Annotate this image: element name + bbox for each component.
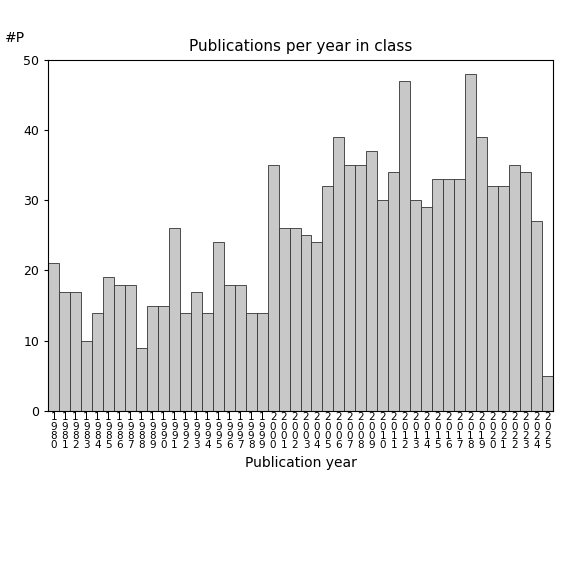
Bar: [92, 312, 103, 411]
Bar: [399, 81, 410, 411]
Bar: [147, 306, 158, 411]
Text: #P: #P: [5, 32, 26, 45]
Bar: [224, 285, 235, 411]
Bar: [202, 312, 213, 411]
Bar: [366, 151, 377, 411]
Title: Publications per year in class: Publications per year in class: [189, 39, 412, 54]
Bar: [323, 186, 333, 411]
Bar: [158, 306, 169, 411]
Bar: [114, 285, 125, 411]
Bar: [235, 285, 246, 411]
Bar: [333, 137, 344, 411]
Bar: [70, 291, 81, 411]
Bar: [311, 242, 323, 411]
Bar: [498, 186, 509, 411]
Bar: [421, 207, 432, 411]
Bar: [81, 341, 92, 411]
Bar: [487, 186, 498, 411]
Bar: [356, 165, 366, 411]
Bar: [257, 312, 268, 411]
Bar: [246, 312, 257, 411]
Bar: [290, 229, 301, 411]
Bar: [377, 200, 388, 411]
Bar: [465, 74, 476, 411]
Bar: [48, 264, 59, 411]
Bar: [432, 179, 443, 411]
Bar: [213, 242, 224, 411]
Bar: [103, 277, 114, 411]
Bar: [301, 235, 311, 411]
Bar: [443, 179, 454, 411]
Bar: [509, 165, 520, 411]
Bar: [520, 172, 531, 411]
Bar: [344, 165, 356, 411]
Bar: [191, 291, 202, 411]
X-axis label: Publication year: Publication year: [244, 456, 357, 469]
Bar: [410, 200, 421, 411]
Bar: [169, 229, 180, 411]
Bar: [125, 285, 136, 411]
Bar: [531, 221, 542, 411]
Bar: [278, 229, 290, 411]
Bar: [454, 179, 465, 411]
Bar: [268, 165, 278, 411]
Bar: [136, 348, 147, 411]
Bar: [180, 312, 191, 411]
Bar: [476, 137, 487, 411]
Bar: [59, 291, 70, 411]
Bar: [388, 172, 399, 411]
Bar: [542, 376, 553, 411]
